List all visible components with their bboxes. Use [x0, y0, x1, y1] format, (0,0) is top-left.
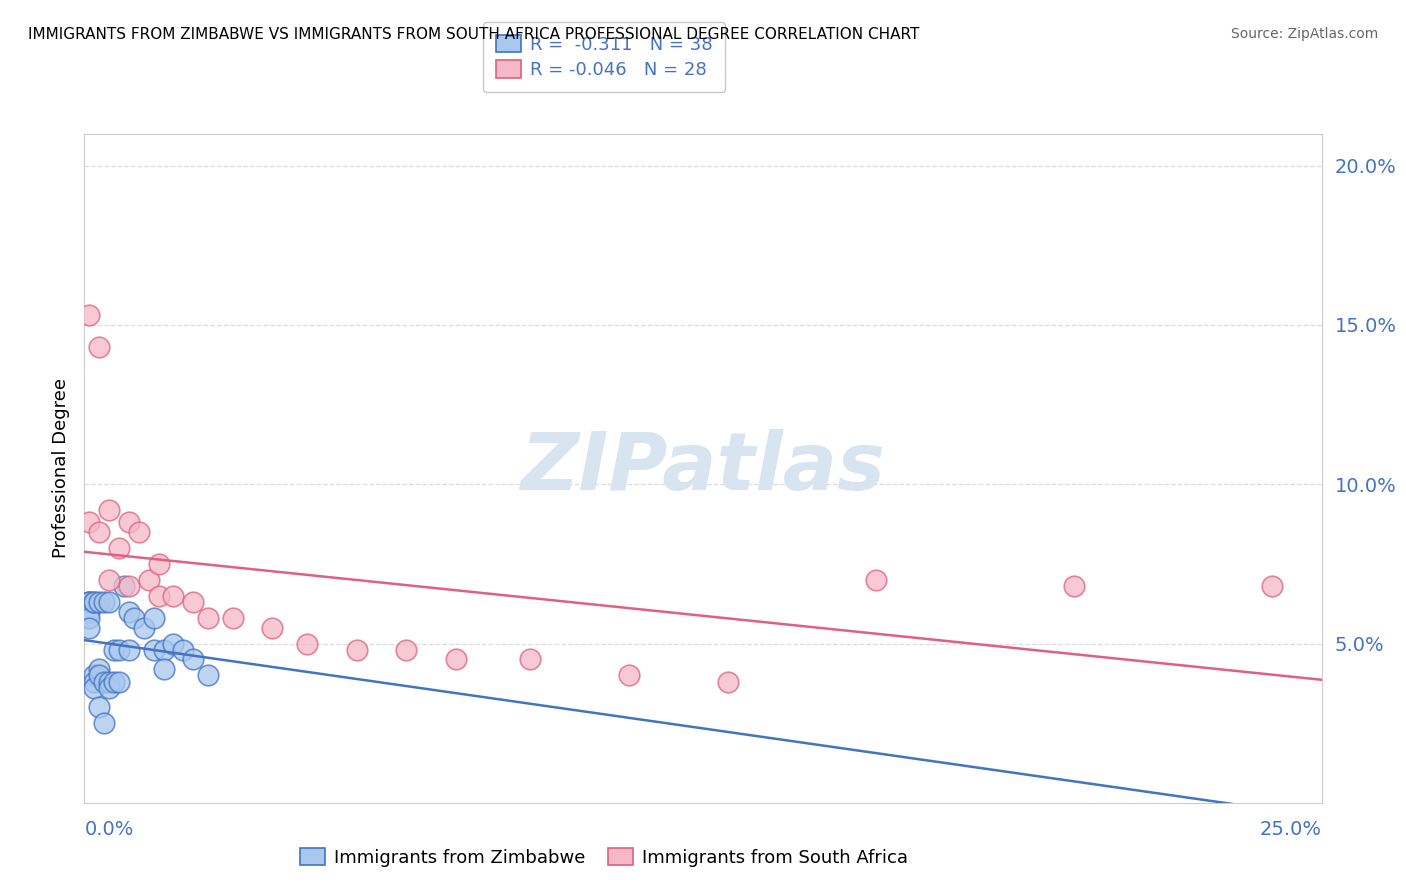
Point: [103, 643, 125, 657]
Point: [222, 611, 245, 625]
Point: [79, 595, 101, 609]
Point: [162, 589, 184, 603]
Point: [98, 681, 121, 695]
Point: [444, 652, 467, 666]
Point: [79, 309, 101, 323]
Point: [108, 674, 131, 689]
Point: [122, 611, 145, 625]
Point: [152, 662, 174, 676]
Text: Source: ZipAtlas.com: Source: ZipAtlas.com: [1230, 27, 1378, 41]
Point: [262, 621, 284, 635]
Point: [98, 595, 121, 609]
Text: IMMIGRANTS FROM ZIMBABWE VS IMMIGRANTS FROM SOUTH AFRICA PROFESSIONAL DEGREE COR: IMMIGRANTS FROM ZIMBABWE VS IMMIGRANTS F…: [28, 27, 920, 42]
Text: 25.0%: 25.0%: [1260, 820, 1322, 838]
Point: [79, 611, 101, 625]
Point: [83, 674, 105, 689]
Point: [89, 595, 111, 609]
Point: [132, 621, 155, 635]
Point: [162, 636, 184, 650]
Point: [93, 674, 115, 689]
Point: [98, 674, 121, 689]
Point: [717, 674, 740, 689]
Point: [83, 595, 105, 609]
Point: [181, 652, 204, 666]
Point: [108, 541, 131, 555]
Point: [142, 643, 165, 657]
Point: [83, 595, 105, 609]
Point: [197, 668, 219, 682]
Point: [79, 516, 101, 530]
Point: [1261, 579, 1284, 593]
Legend: Immigrants from Zimbabwe, Immigrants from South Africa: Immigrants from Zimbabwe, Immigrants fro…: [292, 841, 915, 874]
Point: [172, 643, 194, 657]
Point: [89, 700, 111, 714]
Point: [103, 674, 125, 689]
Point: [98, 573, 121, 587]
Point: [142, 611, 165, 625]
Point: [118, 516, 141, 530]
Point: [118, 643, 141, 657]
Y-axis label: Professional Degree: Professional Degree: [52, 378, 70, 558]
Point: [395, 643, 418, 657]
Point: [295, 636, 318, 650]
Point: [89, 662, 111, 676]
Text: ZIPatlas: ZIPatlas: [520, 429, 886, 508]
Point: [93, 595, 115, 609]
Point: [79, 621, 101, 635]
Point: [197, 611, 219, 625]
Point: [89, 668, 111, 682]
Point: [98, 502, 121, 516]
Point: [79, 595, 101, 609]
Point: [128, 524, 150, 539]
Point: [79, 605, 101, 619]
Point: [1063, 579, 1085, 593]
Point: [519, 652, 541, 666]
Point: [118, 579, 141, 593]
Point: [108, 643, 131, 657]
Point: [148, 589, 170, 603]
Point: [112, 579, 135, 593]
Point: [152, 643, 174, 657]
Point: [865, 573, 887, 587]
Point: [83, 668, 105, 682]
Point: [83, 681, 105, 695]
Point: [89, 340, 111, 354]
Point: [89, 524, 111, 539]
Point: [138, 573, 160, 587]
Point: [181, 595, 204, 609]
Point: [79, 595, 101, 609]
Text: 0.0%: 0.0%: [84, 820, 134, 838]
Point: [148, 557, 170, 571]
Point: [617, 668, 640, 682]
Point: [93, 716, 115, 731]
Point: [118, 605, 141, 619]
Point: [346, 643, 368, 657]
